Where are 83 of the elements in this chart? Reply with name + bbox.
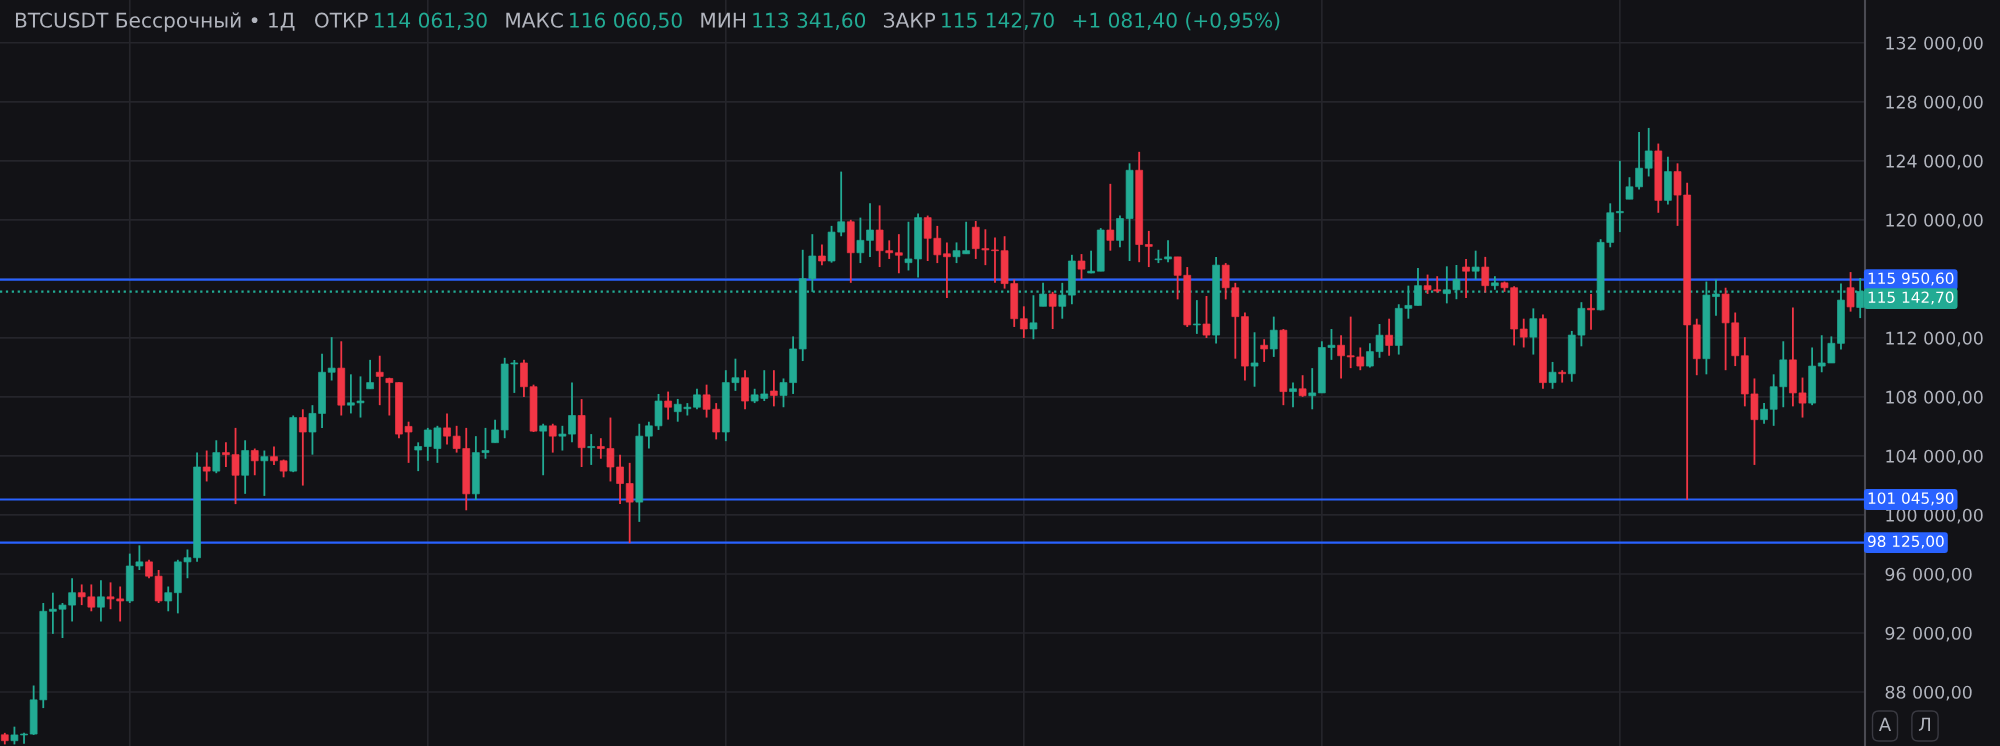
candlestick: [1481, 255, 1490, 294]
candlestick: [1616, 159, 1624, 233]
candlestick: [1548, 361, 1557, 390]
candlestick: [1289, 381, 1297, 409]
candlestick: [1298, 374, 1307, 398]
annotation: +1 081,40 (+0,95%): [1073, 12, 1280, 31]
text: А: [1878, 717, 1892, 731]
candlestick: [375, 354, 384, 407]
annotation: 115 142,70: [942, 12, 1054, 30]
candlestick: [443, 412, 451, 446]
candlestick: [625, 461, 634, 545]
candlestick: [1077, 253, 1086, 281]
candlestick: [895, 233, 903, 275]
candlestick: [414, 441, 422, 473]
candlestick: [385, 376, 394, 417]
y-tick-label: 120 000,00: [1886, 213, 1983, 229]
ref-line-label: 115 950,60: [1868, 272, 1954, 286]
candlestick: [1020, 305, 1028, 339]
candlestick: [1519, 317, 1528, 349]
ref-line-label: 101 045,90: [1868, 492, 1954, 506]
candlestick: [366, 358, 374, 390]
candlestick: [1193, 299, 1201, 335]
annotation: МИН: [701, 12, 745, 28]
annotation: 114 061,30: [374, 12, 487, 30]
candlestick: [1308, 367, 1317, 411]
candlestick: [1644, 127, 1653, 178]
candlestick: [299, 408, 307, 487]
candlestick: [1048, 290, 1057, 330]
y-tick-label: 128 000,00: [1886, 95, 1983, 111]
candlestick: [202, 449, 211, 483]
candlestick: [818, 243, 826, 267]
candlestick: [693, 387, 701, 411]
candlestick: [327, 336, 336, 382]
candlestick: [1337, 334, 1345, 380]
candlestick: [164, 585, 173, 613]
candlestick: [1269, 315, 1278, 358]
annotation: ОТКР: [315, 12, 368, 28]
candlestick: [664, 390, 672, 421]
candlestick: [548, 422, 557, 454]
candlestick: [1558, 369, 1566, 384]
ref-line-label: 98 125,00: [1867, 535, 1944, 549]
annotation: ЗАКР: [883, 12, 936, 28]
candlestick: [1250, 331, 1259, 388]
y-tick-label: 112 000,00: [1886, 331, 1983, 347]
annotation: 116 060,50: [570, 12, 682, 30]
candlestick: [1260, 338, 1268, 363]
candlestick: [558, 424, 567, 452]
y-tick-label: 124 000,00: [1886, 154, 1983, 170]
text: Л: [1918, 717, 1931, 731]
candlestick: [1529, 307, 1538, 356]
candlestick: [1760, 402, 1768, 425]
candlestick: [539, 422, 547, 477]
candlestick: [491, 418, 499, 444]
candlestick: [1587, 293, 1595, 331]
candlestick: [568, 381, 576, 444]
candlestick: [587, 433, 596, 466]
candlestick: [1846, 271, 1855, 313]
candlestick: [260, 449, 269, 497]
candlestick: [770, 369, 778, 408]
y-tick-label: 104 000,00: [1886, 449, 1983, 465]
ref-line-label: 115 142,70: [1868, 291, 1954, 305]
candlestick: [1029, 294, 1038, 341]
candlestick: [145, 558, 153, 580]
candlestick: [97, 579, 105, 623]
y-tick-label: 108 000,00: [1886, 390, 1983, 406]
candlestick: [1202, 295, 1211, 339]
y-tick-label: 132 000,00: [1886, 36, 1983, 52]
candlestick: [741, 369, 749, 411]
candlestick: [1385, 317, 1393, 357]
candlestick: [250, 447, 259, 477]
candlestick: [212, 439, 221, 475]
candlestick: [1471, 249, 1480, 281]
candlestick: [1106, 182, 1115, 252]
text: BTCUSDT Бессрочный • 1Д: [15, 12, 295, 32]
candlestick: [1462, 258, 1470, 299]
y-tick-label: 92 000,00: [1885, 626, 1972, 642]
candlestick: [1144, 230, 1153, 268]
candlestick: [1087, 249, 1095, 275]
candlestick: [943, 241, 951, 299]
annotation: 113 341,60: [753, 12, 866, 30]
annotation: МАКС: [506, 12, 563, 28]
y-tick-label: 88 000,00: [1885, 685, 1972, 701]
y-tick-label: 96 000,00: [1885, 567, 1972, 583]
